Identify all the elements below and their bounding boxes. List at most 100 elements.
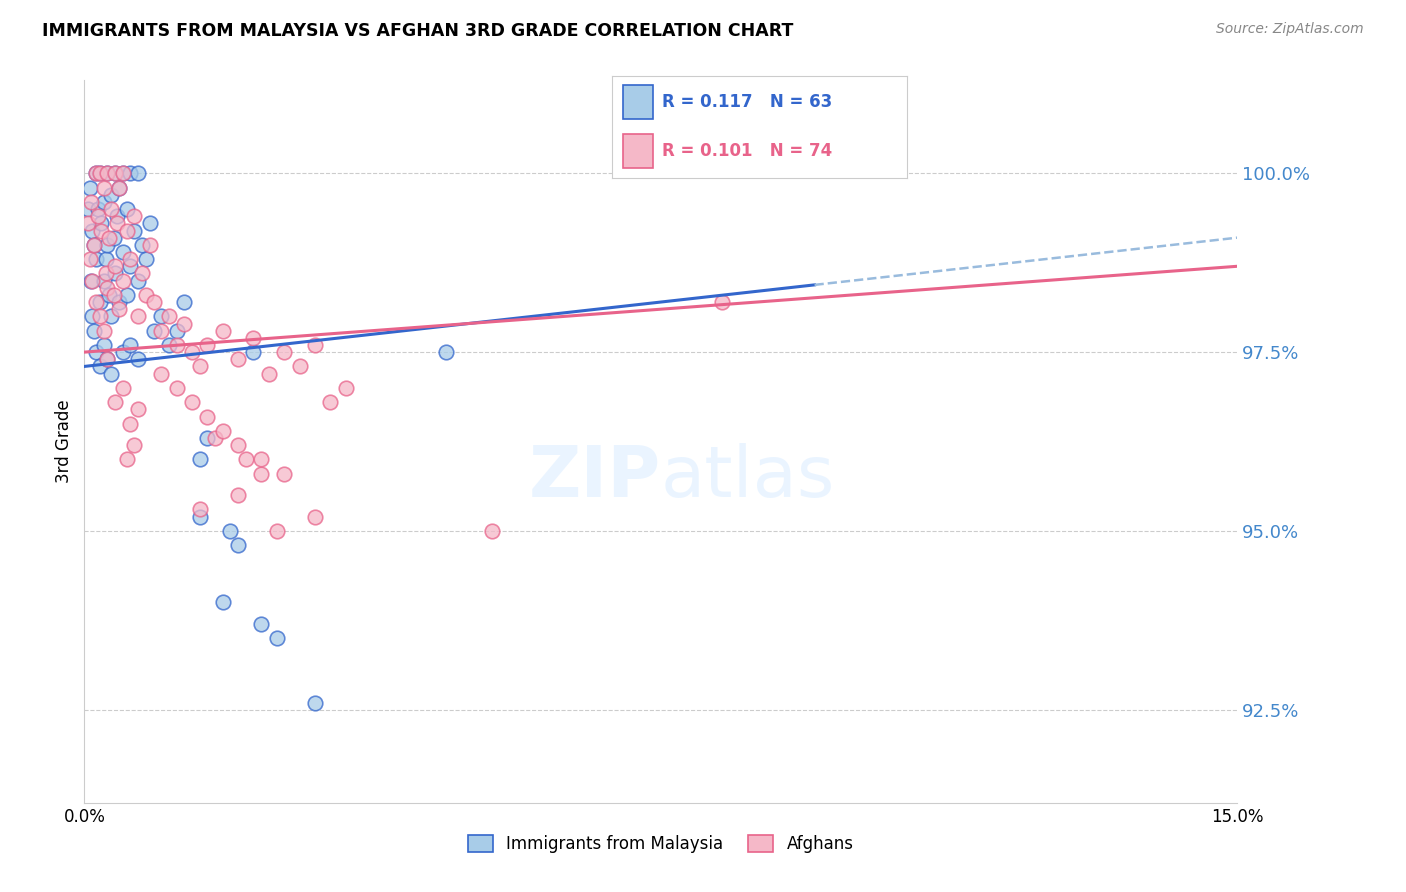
Point bbox=[127, 166, 149, 180]
Point bbox=[138, 216, 160, 230]
Point bbox=[84, 345, 107, 359]
Point bbox=[173, 317, 195, 331]
Point bbox=[211, 595, 233, 609]
Point bbox=[150, 310, 173, 324]
Point bbox=[83, 324, 105, 338]
Point bbox=[250, 617, 273, 632]
Point bbox=[79, 180, 101, 194]
Point bbox=[288, 359, 311, 374]
Point bbox=[266, 524, 288, 538]
Point bbox=[103, 288, 125, 302]
Point bbox=[120, 260, 142, 274]
Point bbox=[204, 431, 226, 445]
Bar bbox=[623, 85, 652, 119]
Point bbox=[96, 237, 118, 252]
Point bbox=[195, 409, 218, 424]
Point bbox=[84, 166, 107, 180]
Point bbox=[104, 395, 127, 409]
Point bbox=[711, 295, 734, 310]
Point bbox=[257, 367, 280, 381]
Point bbox=[166, 324, 188, 338]
Point bbox=[211, 324, 233, 338]
Point bbox=[120, 166, 142, 180]
Point bbox=[94, 252, 117, 266]
Point bbox=[96, 166, 118, 180]
Point bbox=[273, 345, 295, 359]
Point bbox=[124, 209, 146, 223]
Point bbox=[100, 367, 122, 381]
Point bbox=[138, 237, 160, 252]
Point bbox=[77, 202, 100, 216]
Point bbox=[188, 509, 211, 524]
Point bbox=[83, 237, 105, 252]
Point bbox=[89, 166, 111, 180]
Point bbox=[120, 252, 142, 266]
Point bbox=[79, 252, 101, 266]
Point bbox=[89, 166, 111, 180]
Point bbox=[150, 367, 173, 381]
Point bbox=[89, 310, 111, 324]
Point bbox=[266, 632, 288, 646]
Point bbox=[96, 352, 118, 367]
Point bbox=[115, 223, 138, 237]
Point bbox=[434, 345, 457, 359]
Point bbox=[127, 352, 149, 367]
Point bbox=[127, 274, 149, 288]
Point bbox=[97, 230, 120, 244]
Point bbox=[87, 209, 110, 223]
Point bbox=[188, 452, 211, 467]
Point bbox=[131, 237, 153, 252]
Point bbox=[131, 267, 153, 281]
Point bbox=[226, 438, 249, 452]
Point bbox=[115, 288, 138, 302]
Point bbox=[83, 237, 105, 252]
Point bbox=[87, 202, 110, 216]
Point bbox=[79, 274, 101, 288]
Text: R = 0.101   N = 74: R = 0.101 N = 74 bbox=[662, 142, 832, 161]
Point bbox=[103, 230, 125, 244]
Text: atlas: atlas bbox=[661, 443, 835, 512]
Point bbox=[105, 209, 128, 223]
Y-axis label: 3rd Grade: 3rd Grade bbox=[55, 400, 73, 483]
Point bbox=[93, 338, 115, 352]
Point bbox=[150, 324, 173, 338]
Point bbox=[188, 502, 211, 516]
Point bbox=[195, 431, 218, 445]
Point bbox=[219, 524, 242, 538]
Bar bbox=[623, 135, 652, 168]
Point bbox=[100, 310, 122, 324]
Point bbox=[226, 488, 249, 502]
Point bbox=[104, 260, 127, 274]
Point bbox=[104, 267, 127, 281]
Point bbox=[77, 216, 100, 230]
Point bbox=[111, 166, 134, 180]
Point bbox=[211, 424, 233, 438]
Point bbox=[97, 288, 120, 302]
Point bbox=[84, 166, 107, 180]
Point bbox=[84, 295, 107, 310]
Point bbox=[135, 252, 157, 266]
Point bbox=[93, 194, 115, 209]
Text: IMMIGRANTS FROM MALAYSIA VS AFGHAN 3RD GRADE CORRELATION CHART: IMMIGRANTS FROM MALAYSIA VS AFGHAN 3RD G… bbox=[42, 22, 793, 40]
Point bbox=[93, 324, 115, 338]
Legend: Immigrants from Malaysia, Afghans: Immigrants from Malaysia, Afghans bbox=[461, 828, 860, 860]
Point bbox=[111, 274, 134, 288]
Point bbox=[108, 302, 131, 317]
Point bbox=[108, 180, 131, 194]
Text: R = 0.117   N = 63: R = 0.117 N = 63 bbox=[662, 93, 832, 111]
Point bbox=[89, 359, 111, 374]
Point bbox=[142, 324, 165, 338]
Point bbox=[250, 467, 273, 481]
Point bbox=[120, 338, 142, 352]
Point bbox=[142, 295, 165, 310]
Point bbox=[173, 295, 195, 310]
Point bbox=[90, 216, 112, 230]
Point bbox=[242, 331, 264, 345]
Point bbox=[96, 166, 118, 180]
Point bbox=[108, 295, 131, 310]
Point bbox=[104, 166, 127, 180]
Point bbox=[188, 359, 211, 374]
Point bbox=[124, 223, 146, 237]
Point bbox=[89, 295, 111, 310]
Point bbox=[79, 194, 101, 209]
